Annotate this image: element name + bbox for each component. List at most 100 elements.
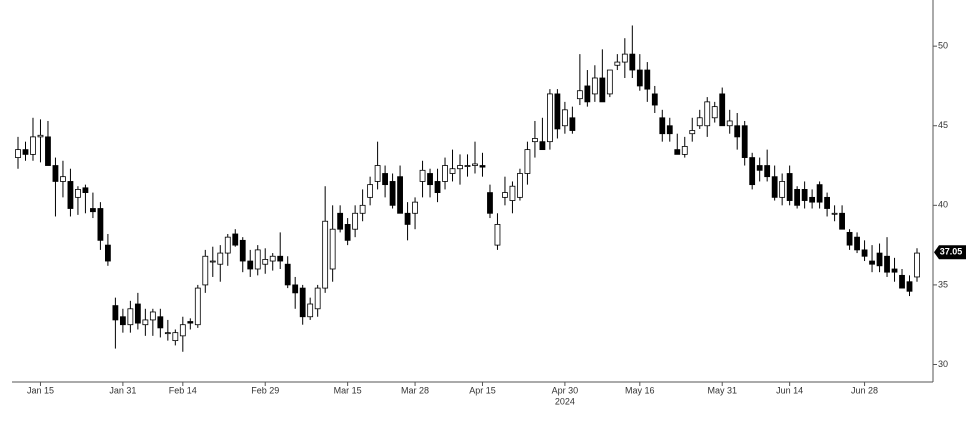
candle-body [906, 281, 913, 292]
candle-body [794, 189, 801, 206]
candle-body [15, 149, 21, 158]
candle-body [734, 125, 741, 138]
candle-body [314, 287, 321, 310]
candle-body [741, 125, 748, 158]
candle-body [22, 149, 29, 155]
candle-body [561, 109, 568, 127]
candle-body [442, 165, 448, 182]
candle-body [696, 117, 703, 127]
candle-body [636, 69, 643, 87]
x-tick-label: Mar 15 [334, 385, 362, 395]
candle-body [45, 136, 51, 166]
x-tick-label: Jan 15 [27, 385, 54, 395]
candle-body [142, 319, 149, 326]
candle-body [52, 165, 59, 182]
y-tick-label: 30 [938, 359, 948, 369]
candle-body [232, 233, 239, 246]
x-tick-label: Apr 15 [469, 385, 496, 395]
candle-body [479, 165, 486, 168]
candle-body [756, 165, 763, 171]
candle-body [876, 252, 883, 267]
x-tick-label: Apr 30 [552, 385, 579, 395]
candle-body [119, 316, 126, 326]
candle-body [75, 189, 81, 198]
candle-body [337, 212, 344, 230]
candle-body [899, 274, 905, 289]
x-tick-label: Jun 28 [851, 385, 878, 395]
x-tick-label: Feb 14 [169, 385, 197, 395]
last-value-label: 37.05 [940, 247, 963, 257]
candle-body [547, 93, 553, 143]
y-tick-label: 50 [938, 41, 948, 51]
candle-body [202, 255, 209, 286]
candle-body [67, 181, 74, 209]
y-tick-label: 45 [938, 120, 948, 130]
candle-body [97, 208, 104, 241]
candle-body [487, 192, 493, 214]
candle-body [719, 93, 726, 127]
candle-body [659, 117, 666, 135]
candle-body [816, 184, 823, 203]
candle-body [846, 231, 853, 246]
candle-body [517, 173, 523, 198]
candle-body [771, 176, 778, 198]
x-tick-label: Mar 28 [401, 385, 429, 395]
candle-body [621, 53, 628, 63]
candle-body [60, 176, 66, 182]
x-tick-label: Jan 31 [109, 385, 136, 395]
candle-body [539, 141, 546, 151]
candle-body [502, 192, 508, 198]
candle-body [149, 311, 156, 321]
candle-body [457, 165, 463, 170]
candle-body [576, 90, 583, 100]
candle-body [711, 106, 718, 119]
candle-body [179, 324, 186, 337]
candle-body [412, 201, 418, 214]
candle-body [764, 165, 771, 178]
candle-body [164, 332, 171, 335]
candle-body [404, 212, 411, 225]
x-tick-label: May 16 [625, 385, 655, 395]
candle-body [367, 184, 374, 198]
x-tick-label: Feb 29 [251, 385, 279, 395]
candle-body [839, 212, 845, 230]
candle-body [82, 187, 89, 193]
candle-body [112, 305, 119, 321]
x-year-label: 2024 [555, 396, 575, 406]
candle-body [786, 173, 793, 201]
candle-body [329, 228, 336, 270]
candle-body [666, 125, 673, 135]
candle-body [374, 165, 381, 182]
candle-body [217, 252, 224, 265]
candle-body [674, 149, 681, 155]
candle-body [704, 101, 711, 127]
candle-body [90, 208, 96, 213]
candle-body [599, 77, 606, 103]
candle-body [37, 134, 44, 138]
candle-body [127, 308, 134, 326]
candle-body [352, 212, 359, 230]
candle-body [464, 165, 471, 167]
candle-body [322, 220, 329, 289]
candle-body [884, 255, 890, 273]
y-tick-label: 35 [938, 279, 948, 289]
candle-body [614, 61, 621, 66]
candle-body [494, 224, 501, 246]
candle-body [105, 244, 111, 262]
candle-body [239, 239, 246, 262]
candle-body [359, 204, 366, 214]
x-tick-label: Jun 14 [776, 385, 803, 395]
candle-body [569, 117, 576, 131]
candle-body [194, 287, 201, 326]
candle-body [472, 163, 478, 166]
candle-body [427, 173, 433, 186]
candle-body [134, 303, 141, 324]
candle-body [644, 69, 651, 90]
candle-body [397, 176, 403, 214]
candle-body [629, 53, 636, 71]
candle-body [277, 255, 284, 262]
candle-body [861, 249, 868, 257]
candle-body [292, 284, 299, 294]
candle-body [869, 260, 875, 265]
